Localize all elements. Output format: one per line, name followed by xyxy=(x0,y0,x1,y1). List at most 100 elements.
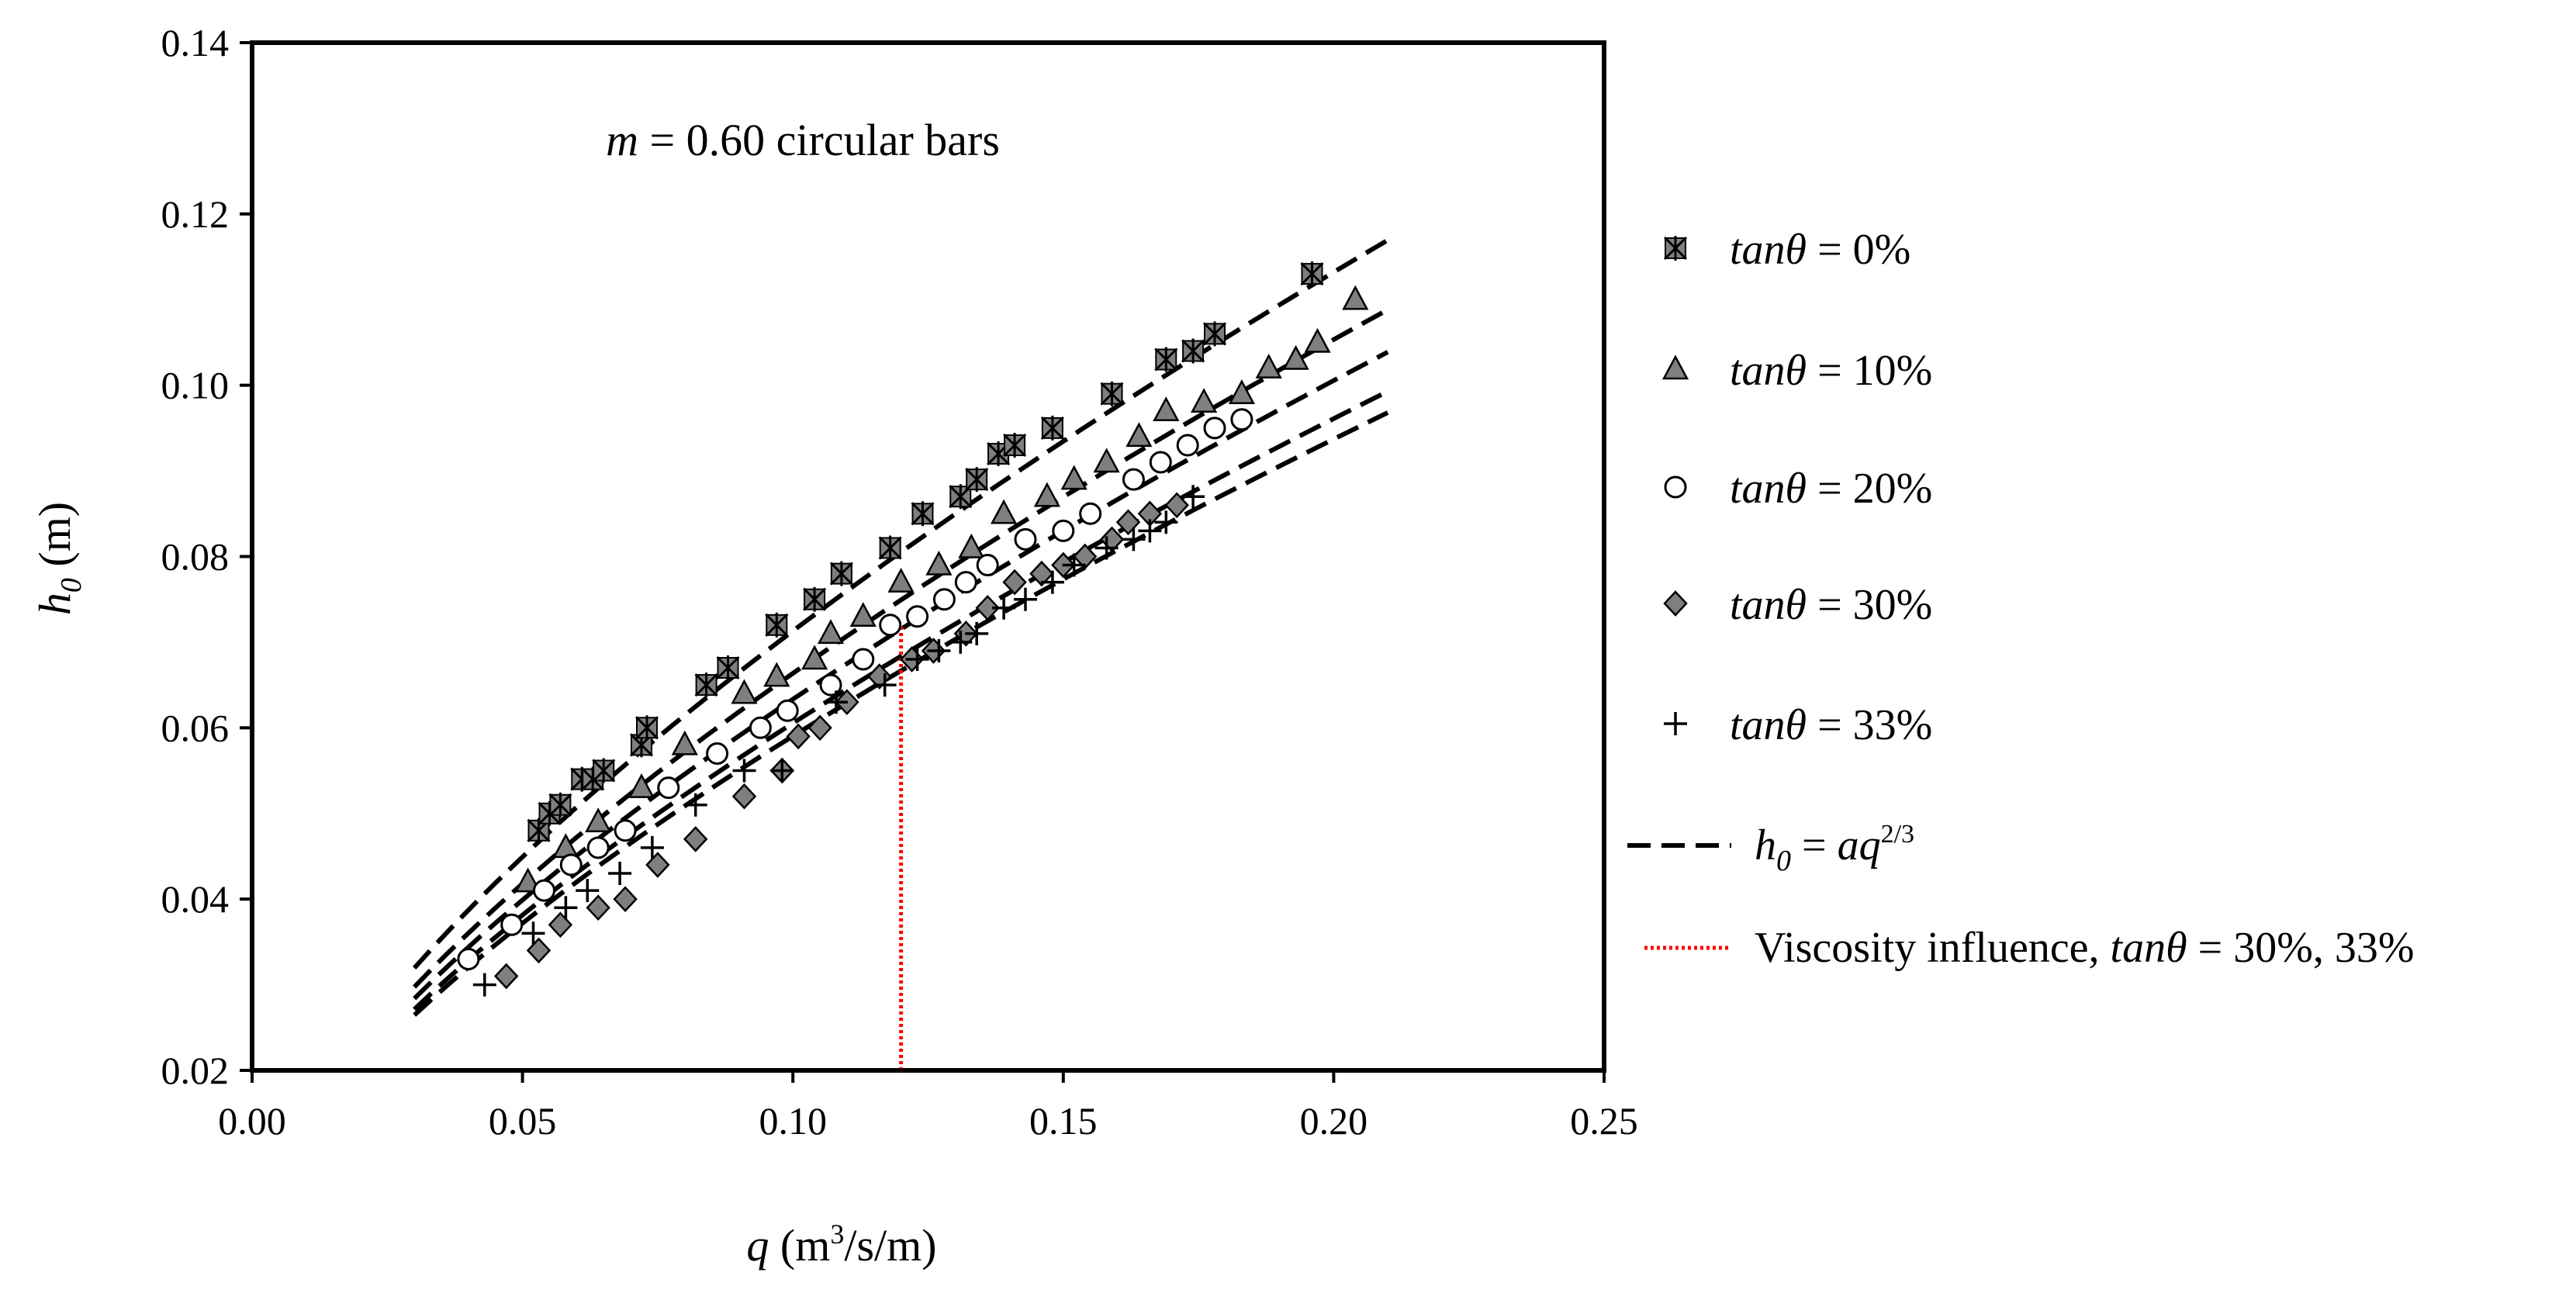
legend-item-viscosity: Viscosity influence, tanθ = 30%, 33% xyxy=(1644,924,2415,972)
data-point xyxy=(958,533,985,558)
marker-circle xyxy=(1203,417,1226,440)
data-point xyxy=(1125,422,1153,448)
legend-label-tan20: tanθ = 20% xyxy=(1730,465,1932,513)
legend-marker xyxy=(1661,354,1689,380)
marker-triangle xyxy=(1304,327,1331,353)
data-point xyxy=(1060,465,1087,490)
plot-frame xyxy=(250,40,1606,1073)
data-point xyxy=(1181,338,1205,364)
x-tick-label: 0.00 xyxy=(218,1099,286,1143)
data-point xyxy=(1138,519,1162,543)
y-tick-label: 0.02 xyxy=(161,1049,230,1092)
marker-triangle xyxy=(849,602,877,627)
data-point xyxy=(1029,560,1054,587)
legend-marker xyxy=(1663,236,1688,261)
marker-circle xyxy=(1122,468,1145,491)
marker-asterisk xyxy=(911,501,935,527)
marker-triangle xyxy=(1033,482,1060,507)
ticks: 0.00 0.05 0.10 0.15 0.20 0.25 0.02 0.04 0.06 0.08… xyxy=(161,21,1638,1143)
data-point xyxy=(732,759,756,783)
data-point xyxy=(548,792,572,818)
marker-asterisk xyxy=(965,467,989,493)
marker-circle xyxy=(559,853,583,876)
marker-plus xyxy=(905,648,929,671)
data-point xyxy=(1282,344,1309,370)
marker-diamond xyxy=(1663,590,1688,617)
data-point xyxy=(1040,415,1064,441)
data-point xyxy=(819,673,842,697)
data-point xyxy=(592,758,616,783)
data-point xyxy=(657,776,680,800)
data-point xyxy=(533,879,555,902)
data-point xyxy=(1122,527,1146,551)
marker-plus xyxy=(1062,553,1086,577)
data-point xyxy=(925,550,953,576)
marker-circle xyxy=(976,554,999,576)
marker-circle xyxy=(852,648,875,671)
legend-marker xyxy=(1664,712,1687,735)
marker-diamond xyxy=(493,963,519,990)
data-point xyxy=(1079,502,1102,525)
marker-triangle xyxy=(628,773,655,798)
y-tick-label: 0.12 xyxy=(161,192,230,236)
marker-plus xyxy=(949,630,973,654)
marker-triangle xyxy=(991,499,1018,524)
data-point xyxy=(1122,468,1145,491)
data-point xyxy=(1255,353,1282,379)
marker-plus xyxy=(770,759,794,783)
marker-plus xyxy=(608,862,632,885)
data-point xyxy=(911,501,935,527)
data-point xyxy=(1181,485,1205,509)
marker-circle xyxy=(1079,502,1102,525)
data-point xyxy=(905,648,929,671)
marker-circle xyxy=(657,776,680,800)
data-point xyxy=(706,742,729,765)
marker-triangle xyxy=(1282,344,1309,370)
data-point xyxy=(585,807,612,833)
legend-item-tan0: tanθ = 0% xyxy=(1663,226,1910,274)
marker-plus xyxy=(683,793,707,817)
data-point xyxy=(1153,396,1180,422)
data-point xyxy=(586,836,610,859)
marker-triangle xyxy=(671,730,698,755)
marker-triangle xyxy=(1191,388,1218,413)
marker-circle xyxy=(954,571,977,594)
data-point xyxy=(576,879,600,903)
marker-triangle xyxy=(514,867,541,893)
marker-triangle xyxy=(1125,422,1153,448)
legend-label-tan30: tanθ = 30% xyxy=(1730,581,1932,629)
data-point xyxy=(1014,527,1037,551)
data-point xyxy=(1154,510,1178,534)
data-point xyxy=(613,886,638,913)
legend-label-fit: h0 = aq2/3 xyxy=(1755,820,1914,877)
series-4 xyxy=(472,485,1205,997)
marker-diamond xyxy=(786,723,811,750)
marker-circle xyxy=(500,913,524,936)
data-point xyxy=(1300,261,1324,287)
marker-diamond xyxy=(807,714,832,742)
y-tick-label: 0.08 xyxy=(161,535,230,579)
marker-plus xyxy=(927,639,951,662)
data-point xyxy=(554,896,578,920)
data-point xyxy=(887,567,915,593)
data-point xyxy=(829,561,853,586)
legend-item-tan30: tanθ = 30% xyxy=(1663,581,1932,629)
marker-asterisk xyxy=(694,672,718,698)
data-points xyxy=(457,261,1369,997)
marker-circle xyxy=(749,716,772,739)
data-point xyxy=(976,554,999,576)
marker-circle xyxy=(819,673,842,697)
data-point xyxy=(1149,451,1172,474)
marker-asterisk xyxy=(1100,381,1124,406)
data-point xyxy=(873,673,897,697)
data-point xyxy=(949,630,973,654)
y-tick-label: 0.04 xyxy=(161,877,230,921)
data-point xyxy=(1094,536,1119,560)
marker-asterisk xyxy=(803,586,827,612)
data-point xyxy=(559,853,583,876)
data-point xyxy=(683,793,707,817)
data-point xyxy=(927,639,951,662)
marker-plus xyxy=(1094,536,1119,560)
marker-circle xyxy=(932,588,956,611)
